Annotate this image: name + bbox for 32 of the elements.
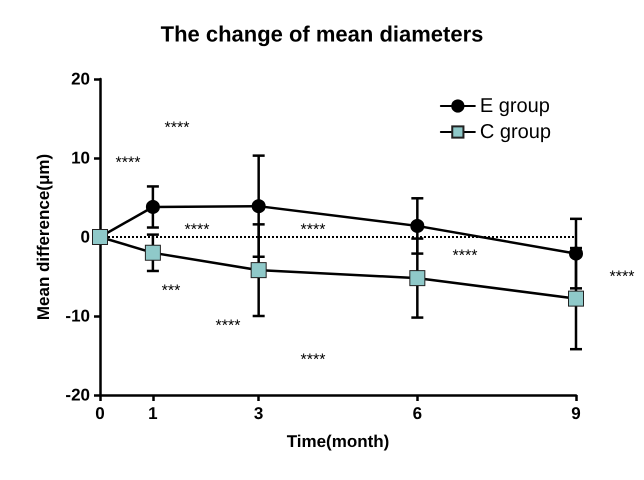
point [410,218,424,233]
x-tick-label: 0 [95,404,105,423]
x-tick-label: 6 [412,404,422,423]
y-axis-title: Mean difference(μm) [34,154,53,320]
point [409,270,426,286]
legend-label: C group [480,121,552,143]
annotation: **** [164,120,190,136]
point [568,290,584,307]
x-axis-title: Time(month) [286,432,390,451]
point [252,199,266,214]
annotation: **** [300,222,326,238]
x-tick-label: 1 [148,404,158,423]
annotation: **** [216,318,240,334]
annotation: **** [116,154,140,172]
annotation: *** [162,282,180,300]
point [250,262,267,278]
legend-label: E group [480,95,550,117]
text: **** [610,268,634,286]
y-tick-label: -10 [65,306,90,326]
y-tick-label: -20 [65,386,90,404]
y-tick-label: 20 [71,70,90,88]
point [144,244,161,261]
annotation: **** [300,352,326,368]
y-tick-label: 10 [71,148,90,168]
x-tick-label: 3 [254,404,264,423]
x-tick-label: 9 [571,404,581,423]
annotation: **** [452,248,478,264]
y-tick-label: 0 [80,228,90,246]
chart-title: The change of mean diameters [160,22,484,46]
point [569,246,583,261]
annotation: **** [184,222,210,238]
point [146,200,160,214]
